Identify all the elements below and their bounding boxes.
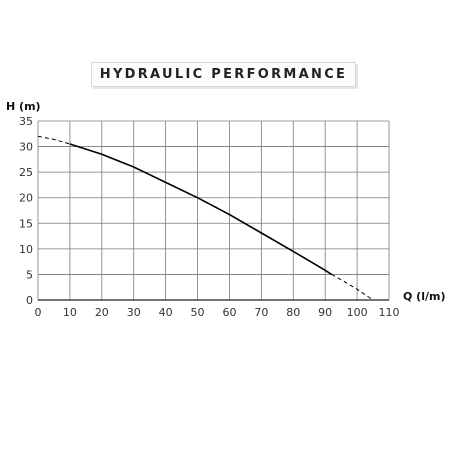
- y-tick-label: 10: [19, 243, 33, 256]
- y-tick-label: 0: [26, 294, 33, 307]
- x-tick-label: 90: [318, 306, 332, 319]
- y-tick-label: 30: [19, 141, 33, 154]
- x-tick-label: 60: [222, 306, 236, 319]
- x-tick-label: 40: [159, 306, 173, 319]
- y-tick-label: 35: [19, 115, 33, 128]
- y-axis-label: H (m): [6, 100, 41, 113]
- x-axis-label: Q (l/m): [403, 290, 446, 303]
- chart-title: HYDRAULIC PERFORMANCE: [91, 62, 356, 87]
- y-tick-label: 15: [19, 217, 33, 230]
- x-tick-label: 50: [191, 306, 205, 319]
- x-tick-label: 100: [347, 306, 368, 319]
- y-tick-label: 25: [19, 166, 33, 179]
- y-tick-label: 20: [19, 192, 33, 205]
- tick-labels: 0 10 20 30 40 50 60 70 80 90 100 110 0 5 10 15 20 25 30 35: [19, 115, 400, 319]
- chart-grid: [37, 120, 390, 301]
- x-tick-label: 110: [379, 306, 400, 319]
- x-tick-label: 10: [63, 306, 77, 319]
- x-tick-label: 20: [95, 306, 109, 319]
- chart-series: [37, 135, 374, 301]
- x-tick-label: 30: [127, 306, 141, 319]
- y-tick-label: 5: [26, 268, 33, 281]
- x-tick-label: 70: [254, 306, 268, 319]
- performance-curve-line: [69, 143, 333, 276]
- x-tick-label: 80: [286, 306, 300, 319]
- extrapolated-curve-line: [331, 273, 374, 301]
- extrapolated-curve-line: [37, 135, 71, 145]
- x-tick-label: 0: [35, 306, 42, 319]
